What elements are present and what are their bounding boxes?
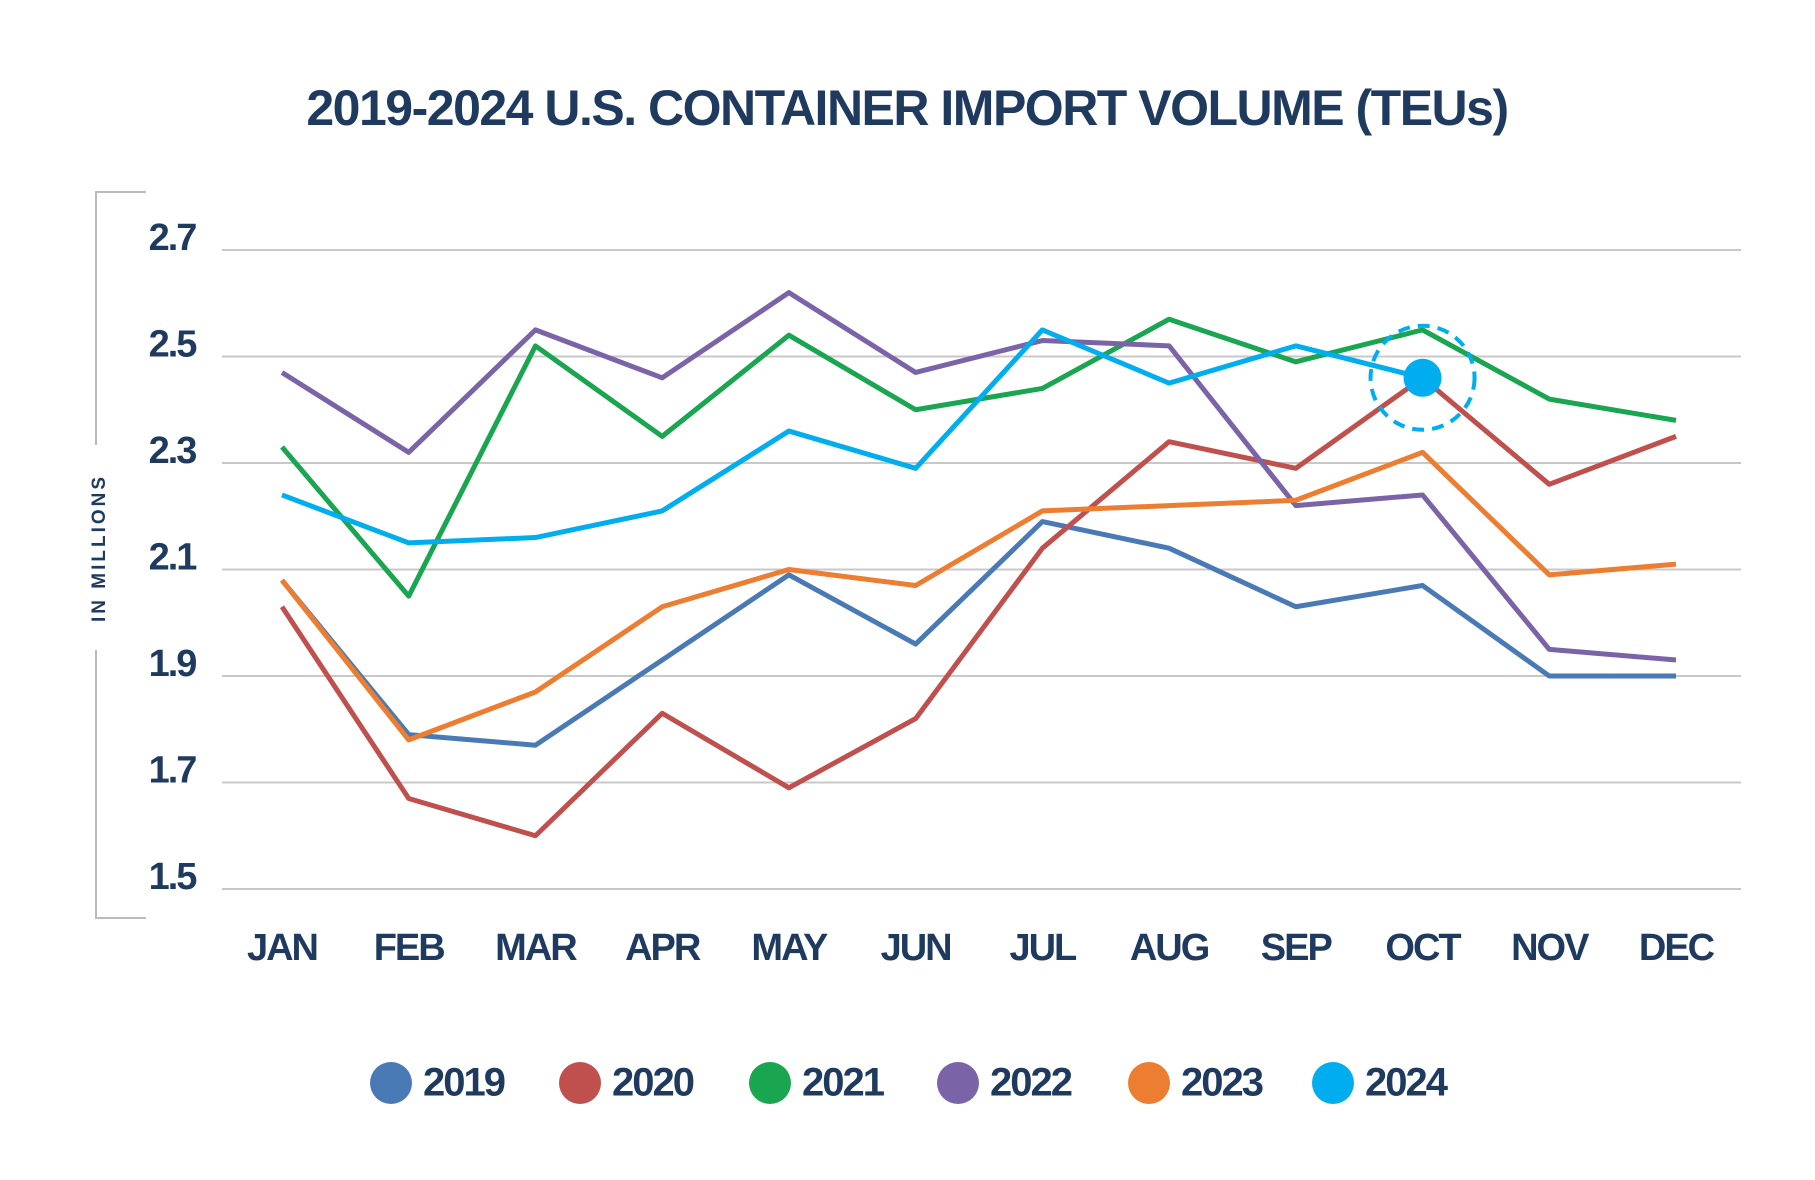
legend-swatch: [559, 1062, 601, 1104]
x-tick-label: JUL: [1009, 927, 1077, 969]
series-line: [280, 290, 1677, 663]
y-tick-label: 2.7: [149, 217, 197, 259]
y-tick-label: 1.7: [149, 750, 197, 792]
y-tick-label: 2.3: [149, 430, 197, 472]
series-line: [280, 449, 1677, 743]
x-tick-label: APR: [625, 927, 701, 969]
y-tick-label: 1.5: [149, 856, 198, 898]
x-tick-label: MAR: [495, 927, 577, 969]
legend-swatch: [1312, 1062, 1354, 1104]
series-line: [280, 316, 1677, 599]
x-tick-label: SEP: [1261, 927, 1333, 969]
legend-label: 2022: [990, 1061, 1072, 1105]
x-tick-label: FEB: [374, 927, 445, 969]
x-tick-label: NOV: [1511, 927, 1590, 969]
y-tick-label: 2.5: [149, 324, 198, 366]
legend-label: 2019: [423, 1061, 505, 1105]
legend-swatch: [749, 1062, 791, 1104]
highlight-point: [1403, 358, 1442, 397]
chart-title: 2019-2024 U.S. CONTAINER IMPORT VOLUME (…: [306, 80, 1507, 136]
x-tick-label: JUN: [881, 927, 951, 969]
series-line: [281, 327, 1424, 546]
series-line: [280, 519, 1676, 748]
x-tick-label: AUG: [1130, 927, 1209, 969]
y-axis-label: IN MILLIONS: [89, 474, 110, 622]
y-tick-label: 1.9: [149, 643, 197, 685]
legend-label: 2024: [1365, 1061, 1449, 1105]
axis-bracket: [95, 191, 146, 919]
x-tick-label: MAY: [751, 927, 828, 969]
highlight-ring: [1368, 323, 1477, 432]
y-tick-label: 2.1: [149, 537, 198, 579]
legend-label: 2023: [1181, 1061, 1263, 1105]
series-line: [279, 375, 1677, 839]
legend-label: 2020: [612, 1061, 694, 1105]
x-tick-label: JAN: [247, 927, 317, 969]
legend-swatch: [370, 1062, 412, 1104]
legend-label: 2021: [802, 1061, 885, 1105]
x-tick-label: DEC: [1639, 927, 1715, 969]
legend-swatch: [937, 1062, 979, 1104]
legend-swatch: [1128, 1062, 1170, 1104]
x-tick-label: OCT: [1385, 927, 1461, 969]
